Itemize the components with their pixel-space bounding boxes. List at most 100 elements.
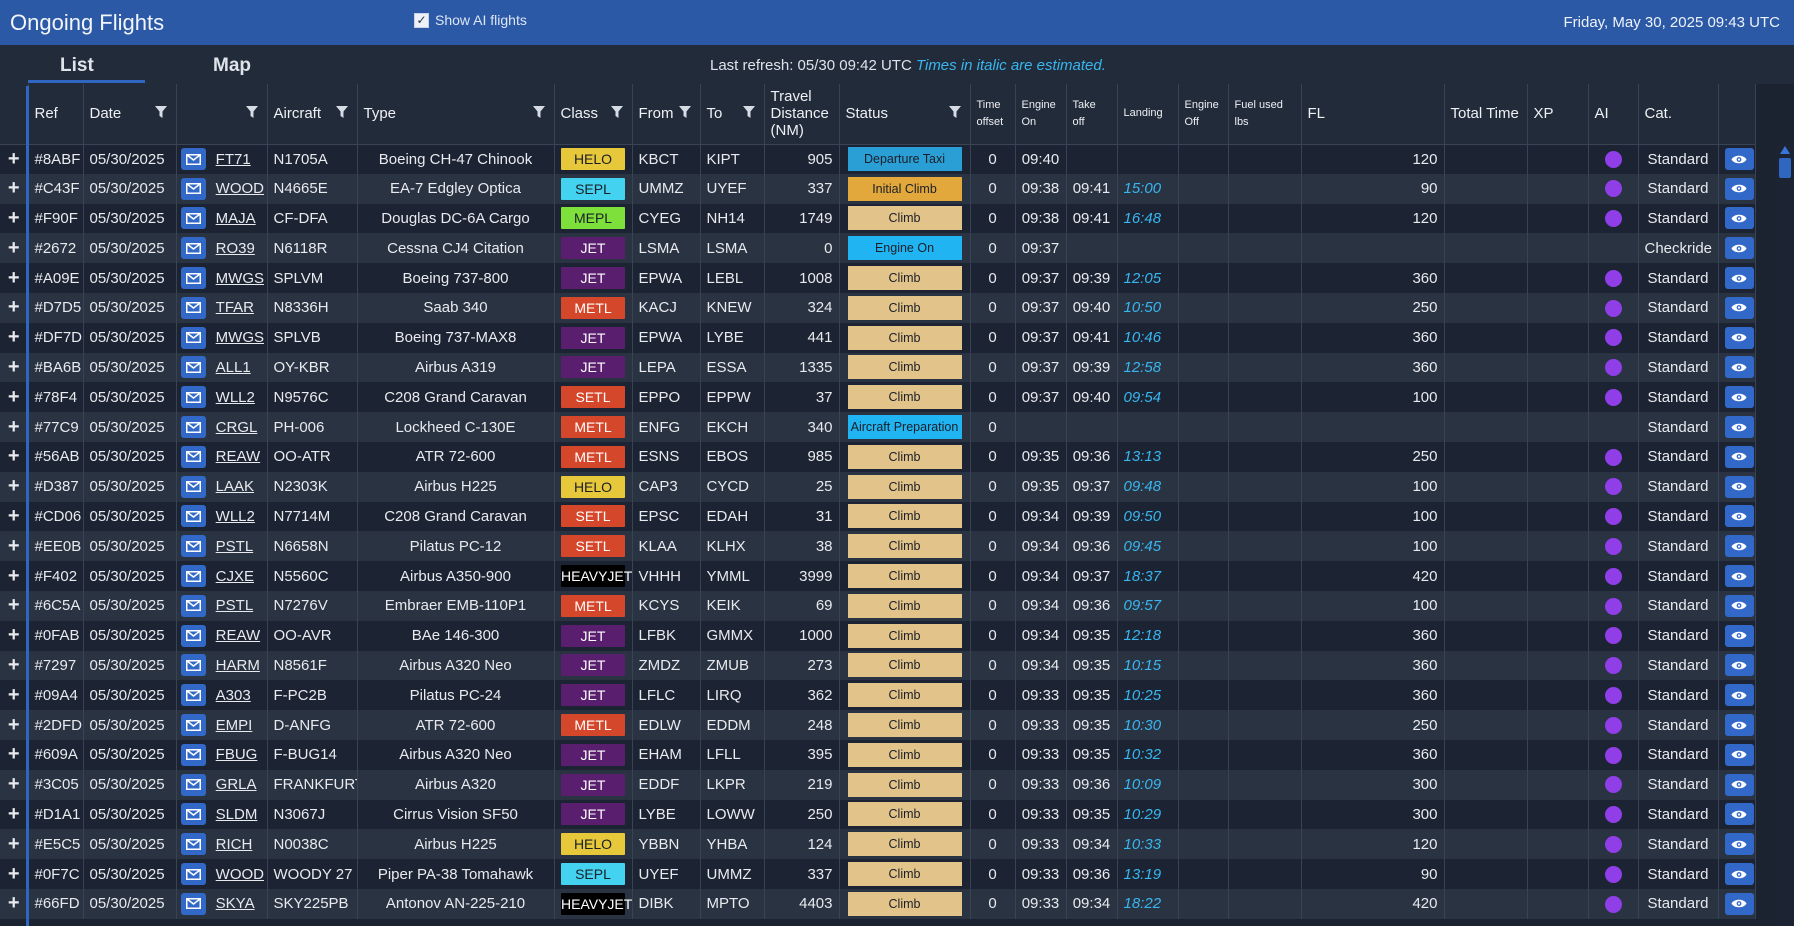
flight-row[interactable]: + #56AB 05/30/2025 REAW OO-ATR ATR 72-60… <box>0 441 1756 472</box>
message-button[interactable] <box>180 386 206 409</box>
show-ai-flights-toggle[interactable]: ✓ Show AI flights <box>414 12 527 28</box>
header-travel-distance[interactable]: Travel Distance (NM) <box>764 84 840 145</box>
flight-row[interactable]: + #CD06 05/30/2025 WLL2 N7714M C208 Gran… <box>0 501 1756 532</box>
view-button[interactable] <box>1724 535 1754 558</box>
expand-icon[interactable]: + <box>0 501 29 532</box>
header-status[interactable]: Status <box>839 84 971 145</box>
callsign-link[interactable]: REAW <box>215 627 261 645</box>
view-button[interactable] <box>1724 565 1754 588</box>
header-engine-off[interactable]: Engine Off <box>1178 84 1229 145</box>
message-button[interactable] <box>180 684 206 707</box>
callsign-link[interactable]: SLDM <box>215 805 258 823</box>
flight-row[interactable]: + #EE0B 05/30/2025 PSTL N6658N Pilatus P… <box>0 531 1756 562</box>
callsign-link[interactable]: PSTL <box>215 597 254 615</box>
scroll-thumb[interactable] <box>1779 158 1791 178</box>
flight-row[interactable]: + #A09E 05/30/2025 MWGS SPLVM Boeing 737… <box>0 263 1756 293</box>
status-filter-icon[interactable] <box>948 105 962 119</box>
header-date[interactable]: Date <box>83 84 177 145</box>
expand-icon[interactable]: + <box>0 322 29 353</box>
message-button[interactable] <box>180 624 206 647</box>
header-ai[interactable]: AI <box>1588 84 1639 145</box>
header-xp[interactable]: XP <box>1527 84 1589 145</box>
view-button[interactable] <box>1724 654 1754 677</box>
header-from[interactable]: From <box>632 84 701 145</box>
date-filter-icon[interactable] <box>154 105 168 119</box>
callsign-link[interactable]: CRGL <box>215 418 258 436</box>
view-button[interactable] <box>1724 594 1754 617</box>
view-button[interactable] <box>1724 386 1754 409</box>
flight-row[interactable]: + #66FD 05/30/2025 SKYA SKY225PB Antonov… <box>0 888 1756 919</box>
expand-icon[interactable]: + <box>0 710 29 740</box>
scroll-up-arrow[interactable] <box>1780 146 1790 154</box>
from-filter-icon[interactable] <box>678 105 692 119</box>
callsign-link[interactable]: WLL2 <box>215 388 255 406</box>
expand-icon[interactable]: + <box>0 799 29 830</box>
message-button[interactable] <box>180 356 206 379</box>
flight-row[interactable]: + #E5C5 05/30/2025 RICH N0038C Airbus H2… <box>0 829 1756 860</box>
callsign-link[interactable]: WOOD <box>215 180 264 198</box>
header-type[interactable]: Type <box>357 84 555 145</box>
view-button[interactable] <box>1724 833 1754 856</box>
flight-row[interactable]: + #8ABF 05/30/2025 FT71 N1705A Boeing CH… <box>0 144 1756 174</box>
view-button[interactable] <box>1724 743 1754 766</box>
callsign-link[interactable]: ALL1 <box>215 358 251 376</box>
header-fl[interactable]: FL <box>1301 84 1445 145</box>
vertical-scrollbar[interactable] <box>1776 144 1794 926</box>
header-aircraft[interactable]: Aircraft <box>267 84 358 145</box>
header-ref[interactable]: Ref <box>28 84 84 145</box>
message-button[interactable] <box>180 207 206 230</box>
message-button[interactable] <box>180 148 206 171</box>
message-button[interactable] <box>180 237 206 260</box>
expand-icon[interactable]: + <box>0 382 29 413</box>
message-button[interactable] <box>180 535 206 558</box>
to-filter-icon[interactable] <box>742 105 756 119</box>
flight-row[interactable]: + #D1A1 05/30/2025 SLDM N3067J Cirrus Vi… <box>0 799 1756 830</box>
flight-row[interactable]: + #78F4 05/30/2025 WLL2 N9576C C208 Gran… <box>0 382 1756 413</box>
expand-icon[interactable]: + <box>0 769 29 800</box>
expand-icon[interactable]: + <box>0 352 29 383</box>
callsign-link[interactable]: PSTL <box>215 537 254 555</box>
flight-row[interactable]: + #F90F 05/30/2025 MAJA CF-DFA Douglas D… <box>0 203 1756 234</box>
header-fuel-used[interactable]: Fuel used lbs <box>1228 84 1302 145</box>
expand-icon[interactable]: + <box>0 888 29 919</box>
view-button[interactable] <box>1724 326 1754 349</box>
flight-row[interactable]: + #609A 05/30/2025 FBUG F-BUG14 Airbus A… <box>0 739 1756 770</box>
flight-row[interactable]: + #C43F 05/30/2025 WOOD N4665E EA-7 Edgl… <box>0 173 1756 204</box>
expand-icon[interactable]: + <box>0 441 29 472</box>
message-button[interactable] <box>180 803 206 826</box>
flight-row[interactable]: + #2672 05/30/2025 RO39 N6118R Cessna CJ… <box>0 233 1756 264</box>
expand-icon[interactable]: + <box>0 829 29 860</box>
message-button[interactable] <box>180 445 206 468</box>
message-button[interactable] <box>180 326 206 349</box>
flight-row[interactable]: + #3C05 05/30/2025 GRLA FRANKFURT Airbus… <box>0 769 1756 800</box>
view-button[interactable] <box>1724 892 1754 915</box>
view-button[interactable] <box>1724 267 1754 290</box>
expand-icon[interactable]: + <box>0 590 29 621</box>
view-button[interactable] <box>1724 505 1754 528</box>
callsign-link[interactable]: LAAK <box>215 478 255 496</box>
header-time-offset[interactable]: Time offset <box>970 84 1016 145</box>
class-filter-icon[interactable] <box>610 105 624 119</box>
expand-icon[interactable]: + <box>0 173 29 204</box>
header-callsign[interactable] <box>176 84 268 145</box>
callsign-link[interactable]: WLL2 <box>215 507 255 525</box>
flight-row[interactable]: + #7297 05/30/2025 HARM N8561F Airbus A3… <box>0 650 1756 681</box>
flight-row[interactable]: + #D7D5 05/30/2025 TFAR N8336H Saab 340 … <box>0 292 1756 323</box>
view-button[interactable] <box>1724 416 1754 439</box>
message-button[interactable] <box>180 416 206 439</box>
flight-row[interactable]: + #F402 05/30/2025 CJXE N5560C Airbus A3… <box>0 561 1756 591</box>
header-to[interactable]: To <box>700 84 765 145</box>
callsign-link[interactable]: MWGS <box>215 269 264 287</box>
expand-icon[interactable]: + <box>0 412 29 442</box>
header-category[interactable]: Cat. <box>1638 84 1719 145</box>
expand-icon[interactable]: + <box>0 859 29 889</box>
message-button[interactable] <box>180 773 206 796</box>
flight-row[interactable]: + #DF7D 05/30/2025 MWGS SPLVB Boeing 737… <box>0 322 1756 353</box>
message-button[interactable] <box>180 654 206 677</box>
view-button[interactable] <box>1724 237 1754 260</box>
view-button[interactable] <box>1724 863 1754 886</box>
callsign-link[interactable]: REAW <box>215 448 261 466</box>
header-total-time[interactable]: Total Time <box>1444 84 1528 145</box>
view-button[interactable] <box>1724 475 1754 498</box>
expand-icon[interactable]: + <box>0 680 29 711</box>
